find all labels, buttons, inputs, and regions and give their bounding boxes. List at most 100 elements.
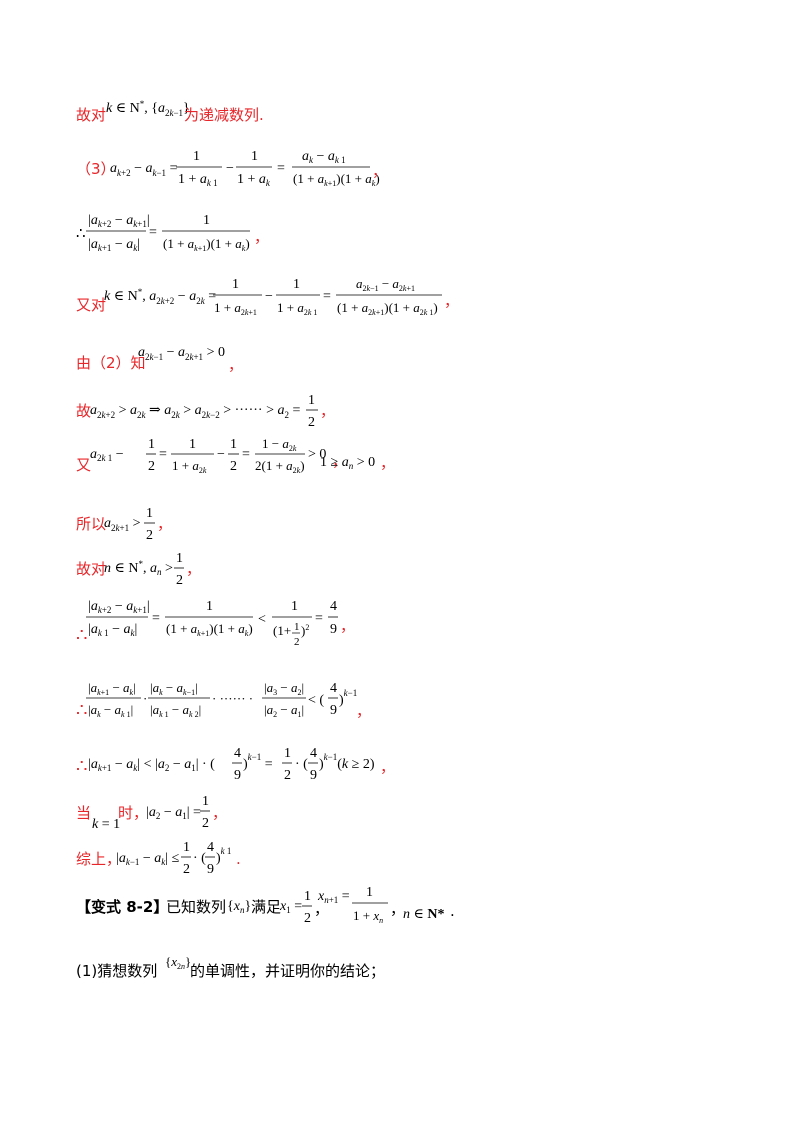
frac-den: 2(1 + a2k) — [255, 458, 305, 475]
frac-num: 1 — [183, 840, 190, 855]
frac-den: 1 + xn — [353, 908, 383, 925]
proof-line-5-svg: 由（2）知 a2k−1 − a2k+1 > 0 ， — [76, 345, 243, 374]
dot: · — [143, 691, 147, 706]
frac-den: (1 + ak+1)(1 + ak) — [163, 236, 250, 253]
proof-line-4: 又对 k ∈ N*, a2k+2 − a2k = 1 1 + a2k+1 − 1… — [0, 276, 800, 322]
frac-num: 1 — [293, 277, 300, 292]
equals: = — [315, 611, 323, 626]
dot: · ( — [193, 851, 206, 866]
proof-line-5: 由（2）知 a2k−1 − a2k+1 > 0 ， — [0, 340, 800, 374]
math-recurrence: xn+1 = — [317, 889, 350, 905]
frac-den: 9 — [310, 768, 317, 783]
frac-num: 1 — [193, 149, 200, 164]
proof-line-11-svg: ∴ |ak+1 − ak| |ak − ak 1| · |ak − ak−1| … — [76, 680, 371, 720]
proof-line-9: 故对 n ∈ N*, an > 1 2 ， — [0, 548, 800, 588]
frac-den-close: )2 — [301, 623, 309, 638]
math-n-in-N: n ∈ N* — [403, 907, 445, 922]
frac-den: 1 + a2k 1 — [277, 300, 317, 317]
text-lead: 又对 — [76, 296, 106, 314]
frac-den: 9 — [234, 768, 241, 783]
text-tail: . — [450, 902, 455, 920]
less-than: < ( — [308, 693, 324, 708]
proof-line-3-svg: ∴ |ak+2 − ak+1| |ak+1 − ak| = 1 (1 + ak+… — [76, 213, 269, 253]
frac-num: |ak+2 − ak+1| — [88, 213, 150, 229]
frac-den: 1 + ak — [237, 172, 271, 188]
frac-num: |ak+1 − ak| — [88, 680, 136, 697]
minus: − — [226, 161, 234, 176]
proof-line-13: 当 k = 1 时， |a2 − a1| = 1 2 ， — [0, 792, 800, 836]
proof-line-7: 又 a2k 1 − 1 2 = 1 1 + a2k − 1 2 = 1 − a2… — [0, 436, 800, 480]
text-tail: ， — [380, 758, 395, 776]
minus: − — [265, 289, 273, 304]
proof-line-3: ∴ |ak+2 − ak+1| |ak+1 − ak| = 1 (1 + ak+… — [0, 210, 800, 254]
therefore-symbol: ∴ — [76, 226, 86, 242]
separator: ， — [390, 900, 405, 918]
dot: · ( — [295, 757, 308, 772]
frac-num: 4 — [330, 681, 337, 696]
problem-statement-svg: 【变式 8-2】 已知数列 {xn} 满足 x1 = 1 2 ， xn+1 = … — [76, 885, 455, 926]
text-lead: 当 — [76, 804, 91, 822]
frac-num: |ak − ak−1| — [150, 680, 198, 697]
frac-num: 1 — [146, 506, 153, 521]
frac-den: |ak+1 − ak| — [88, 237, 140, 253]
proof-line-10-svg: ∴ |ak+2 − ak+1| |ak 1 − ak| = 1 (1 + ak+… — [76, 599, 355, 648]
proof-line-4-svg: 又对 k ∈ N*, a2k+2 − a2k = 1 1 + a2k+1 − 1… — [76, 276, 459, 317]
proof-line-7-svg: 又 a2k 1 − 1 2 = 1 1 + a2k − 1 2 = 1 − a2… — [76, 436, 395, 475]
proof-line-11: ∴ |ak+1 − ak| |ak − ak 1| · |ak − ak−1| … — [0, 676, 800, 726]
frac-den: 2 — [202, 816, 209, 831]
minus: − — [217, 447, 225, 462]
math-expr: n ∈ N*, an > — [104, 559, 173, 577]
frac-num: 1 — [176, 551, 183, 566]
question-1: (1)猜想数列 {x2n} 的单调性，并证明你的结论； — [0, 948, 800, 988]
proof-line-1: 故对 k ∈ N*, {a2k−1} 为递减数列. — [0, 98, 800, 128]
frac-num: 1 — [202, 794, 209, 809]
math-seq-x2n: {x2n} — [165, 954, 191, 971]
text-tail: ， — [372, 162, 387, 180]
frac-num: 1 — [284, 746, 291, 761]
problem-tag: 【变式 8-2】 — [76, 898, 168, 916]
power: )k−1 = — [243, 752, 273, 772]
text-satisfies: 满足 — [251, 898, 281, 916]
power: )k−1(k ≥ 2) — [319, 752, 375, 772]
question-text: 的单调性，并证明你的结论； — [190, 962, 385, 980]
text-tail: 为递减数列. — [184, 106, 264, 124]
frac-den: 1 + a2k+1 — [214, 300, 257, 317]
frac-den: |ak − ak 1| — [88, 702, 133, 719]
proof-line-8-svg: 所以 a2k+1 > 1 2 ， — [76, 506, 172, 543]
text-mid: 时， — [118, 804, 148, 822]
equals: = — [159, 447, 167, 462]
text-lead: 故对 — [76, 106, 106, 124]
math-expr: ak+2 − ak−1 = — [110, 161, 178, 178]
frac-num: 4 — [234, 746, 241, 761]
equals: = — [152, 611, 160, 626]
frac-den: 1 + ak 1 — [178, 172, 218, 188]
therefore-symbol: ∴ — [76, 700, 87, 720]
frac-den: 9 — [330, 703, 337, 718]
frac-den: (1 + a2k+1)(1 + a2k 1) — [337, 300, 438, 317]
proof-line-9-svg: 故对 n ∈ N*, an > 1 2 ， — [76, 551, 201, 588]
text-tail: ， — [254, 228, 269, 246]
text-tail: ， — [212, 804, 227, 822]
equals: = — [323, 289, 331, 304]
proof-line-13-svg: 当 k = 1 时， |a2 − a1| = 1 2 ， — [76, 794, 227, 832]
frac-den: |ak 1 − ak| — [88, 622, 137, 638]
frac-den: |ak 1 − ak 2| — [150, 702, 201, 719]
math-expr: a2k+2 > a2k ⇒ a2k > a2k−2 > ······ > a2 … — [90, 403, 300, 420]
text-lead: 故 — [76, 402, 91, 420]
proof-line-2: （3） ak+2 − ak−1 = 1 1 + ak 1 − 1 1 + ak … — [0, 146, 800, 190]
math-seq-x: {xn} — [227, 899, 251, 915]
proof-line-2-svg: （3） ak+2 − ak−1 = 1 1 + ak 1 − 1 1 + ak … — [76, 149, 387, 188]
frac-den: 2 — [183, 862, 190, 877]
text-tail: . — [236, 850, 241, 868]
math-k-in-N: k ∈ N*, {a2k−1} — [106, 99, 190, 118]
text-tail: ， — [228, 356, 243, 374]
frac-den: 1 + a2k — [172, 458, 207, 475]
frac-num: 1 — [251, 149, 258, 164]
gt-zero: > 0 — [308, 447, 326, 462]
frac-den: 2 — [308, 415, 315, 430]
less-than: < — [258, 612, 266, 627]
frac-num: 1 — [366, 885, 373, 900]
power: )k−1 — [339, 688, 357, 708]
equals: = — [277, 161, 285, 176]
equals: = — [149, 225, 157, 240]
